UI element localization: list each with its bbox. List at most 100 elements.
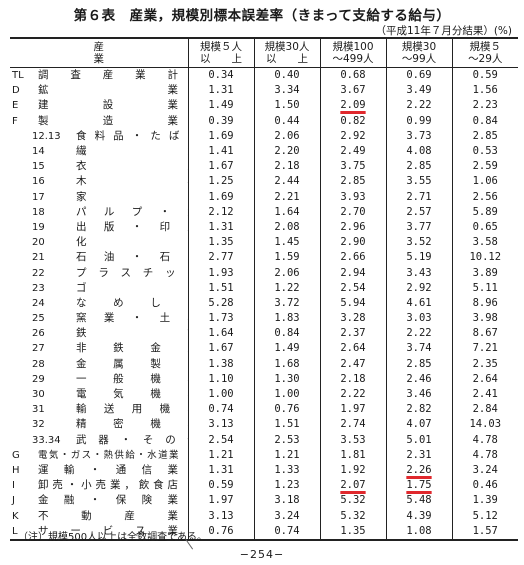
value-text: 3.55	[406, 175, 432, 188]
value-text: 8.67	[472, 327, 498, 340]
value-text: 3.46	[406, 388, 432, 401]
value-text: 1.23	[274, 479, 300, 492]
value-text: 0.99	[406, 114, 432, 127]
table-row: 33.34 武器・その他 2.54 2.53 3.53 5.01 4.78	[10, 432, 518, 448]
industry-cell: E 建設業	[10, 98, 188, 113]
value-text: 1.00	[274, 388, 300, 401]
value-cell: 8.96	[451, 295, 518, 311]
value-cell: 2.85	[319, 174, 386, 190]
value-text: 3.52	[406, 236, 432, 249]
header-industry: 産 業	[10, 37, 307, 68]
value-text: 3.67	[340, 84, 366, 97]
table-body: TL 調査産業計 0.34 0.40 0.68 0.69 0.59 D 鉱業 1.31 3.34 3.…	[10, 67, 518, 541]
value-text: 3.72	[274, 296, 300, 309]
industry-code: 23	[32, 282, 45, 294]
header-size-30-99: 規模30 〜99人	[385, 37, 452, 68]
value-text: 2.12	[208, 205, 234, 218]
value-cell: 0.69	[385, 67, 452, 84]
value-cell: 1.45	[253, 235, 320, 251]
industry-name: 繊維	[76, 145, 188, 158]
highlighted-value: 2.09	[340, 99, 366, 112]
value-text: 2.21	[274, 190, 300, 203]
industry-name: 窯業・土石	[76, 312, 188, 325]
value-cell: 1.64	[187, 326, 254, 342]
value-cell: 1.00	[187, 386, 254, 403]
value-cell: 1.50	[253, 98, 320, 114]
value-cell: 2.20	[253, 143, 320, 160]
industry-name: 電気・ガス・熱供給・水道業	[38, 449, 179, 461]
industry-cell: J 金融・保険業	[10, 493, 188, 508]
industry-name: プラスチック	[76, 266, 188, 279]
value-text: 2.20	[274, 145, 300, 158]
value-cell: 3.46	[385, 386, 452, 403]
industry-name: 製造業	[38, 114, 178, 127]
industry-code: 30	[32, 389, 45, 401]
industry-name: 調査産業計	[38, 69, 178, 82]
value-cell: 2.77	[187, 250, 254, 266]
value-text: 2.92	[340, 129, 366, 142]
value-cell: 1.10	[187, 371, 254, 387]
value-text: 5.89	[472, 205, 498, 218]
value-cell: 1.08	[385, 523, 452, 541]
industry-code: L	[12, 525, 18, 537]
table-row: 17 家具 1.69 2.21 3.93 2.71 2.56	[10, 189, 518, 205]
value-cell: 3.98	[451, 311, 518, 327]
highlighted-value: 1.75	[406, 479, 432, 492]
value-text: 2.82	[406, 403, 432, 416]
header-line: 〜29人	[468, 53, 503, 65]
industry-cell: 30 電気機器	[10, 387, 188, 402]
table-row: 18 パルプ・紙 2.12 1.64 2.70 2.57 5.89	[10, 204, 518, 220]
value-text: 0.59	[208, 479, 234, 492]
value-cell: 2.85	[451, 128, 518, 144]
table-row: TL 調査産業計 0.34 0.40 0.68 0.69 0.59	[10, 67, 518, 84]
value-text: 10.12	[469, 251, 502, 264]
industry-cell: D 鉱業	[10, 83, 188, 98]
value-text: 2.53	[274, 433, 300, 446]
value-text: 1.93	[208, 266, 234, 279]
value-text: 1.64	[208, 327, 234, 340]
value-cell: 2.22	[319, 386, 386, 403]
value-cell: 1.25	[187, 174, 254, 190]
value-text: 1.35	[208, 236, 234, 249]
industry-name: 不動産業	[38, 509, 178, 522]
value-cell: 3.74	[385, 341, 452, 357]
value-text: 5.12	[472, 509, 498, 522]
value-cell: 2.41	[451, 386, 518, 403]
industry-name: ゴム	[76, 281, 188, 294]
value-cell: 5.01	[385, 432, 452, 448]
industry-cell: 12.13 食料品・たばこ	[10, 129, 188, 144]
table-row: F 製造業 0.39 0.44 0.82 0.99 0.84	[10, 113, 518, 129]
value-cell: 1.30	[253, 371, 320, 387]
industry-code: 28	[32, 358, 45, 370]
value-cell: 0.40	[253, 67, 320, 84]
value-text: 1.49	[208, 99, 234, 112]
industry-code: 26	[32, 328, 45, 340]
value-cell: 2.12	[187, 204, 254, 220]
industry-cell: 19 出版・印刷	[10, 220, 188, 235]
table-row: 28 金属製品 1.38 1.68 2.47 2.85 2.35	[10, 356, 518, 372]
industry-code: H	[12, 464, 20, 476]
value-cell: 1.83	[253, 311, 320, 327]
value-text: 2.18	[274, 160, 300, 173]
value-cell: 2.22	[385, 98, 452, 114]
value-text: 2.94	[340, 266, 366, 279]
value-cell: 2.49	[319, 143, 386, 160]
industry-name: 精密機器	[76, 418, 188, 431]
value-text: 7.21	[472, 342, 498, 355]
value-cell: 1.64	[253, 204, 320, 220]
value-text: 0.59	[472, 69, 498, 82]
value-text: 1.56	[472, 84, 498, 97]
value-cell: 1.69	[187, 189, 254, 205]
value-cell: 0.39	[187, 113, 254, 129]
value-text: 0.46	[472, 479, 498, 492]
industry-code: 24	[32, 297, 45, 309]
industry-cell: L サービス業	[10, 523, 188, 541]
value-text: 0.76	[274, 403, 300, 416]
value-text: 2.77	[208, 251, 234, 264]
value-text: 3.18	[274, 494, 300, 507]
value-text: 2.85	[472, 129, 498, 142]
value-cell: 2.54	[187, 432, 254, 448]
industry-code: 14	[32, 146, 45, 158]
header-line: 規模５	[469, 41, 502, 53]
value-text: 2.46	[406, 372, 432, 385]
